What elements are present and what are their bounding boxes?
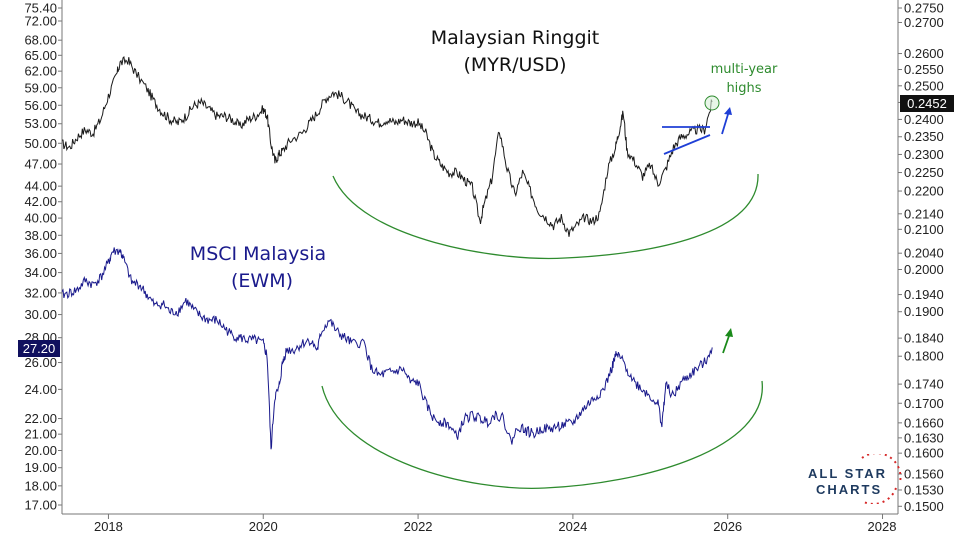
right-tick-label: 0.2500 xyxy=(904,78,944,93)
left-tick-label: 44.00 xyxy=(24,179,57,194)
right-tick-label: 0.2350 xyxy=(904,129,944,144)
left-tick-label: 32.00 xyxy=(24,285,57,300)
right-tick-label: 0.2100 xyxy=(904,222,944,237)
ringgit-title-line2: (MYR/USD) xyxy=(463,54,566,76)
ringgit-up-arrow xyxy=(721,110,730,135)
left-tick-label: 38.00 xyxy=(24,228,57,243)
left-tick-label: 21.00 xyxy=(24,427,57,442)
ewm-title-line1: MSCI Malaysia xyxy=(190,243,326,265)
logo-line2: CHARTS xyxy=(816,482,883,497)
support-trendline xyxy=(663,134,711,155)
ringgit-series-line xyxy=(61,55,713,237)
note-line2: highs xyxy=(726,81,761,96)
right-current-value-box xyxy=(900,95,954,112)
x-tick-label: 2022 xyxy=(404,519,433,534)
left-tick-label: 20.00 xyxy=(24,443,57,458)
right-tick-label: 0.2040 xyxy=(904,246,944,261)
ewm-series-line xyxy=(61,247,713,450)
left-tick-label: 56.00 xyxy=(24,98,57,113)
right-tick-label: 0.1840 xyxy=(904,331,944,346)
left-tick-label: 62.00 xyxy=(24,64,57,79)
note-line1: multi-year xyxy=(711,62,778,77)
x-tick-label: 2026 xyxy=(713,519,742,534)
left-current-value-box xyxy=(18,340,60,357)
left-tick-label: 50.00 xyxy=(24,136,57,151)
all-star-charts-logo: ALL STAR CHARTS xyxy=(808,454,904,504)
right-tick-label: 0.1630 xyxy=(904,430,944,445)
left-tick-label: 18.00 xyxy=(24,478,57,493)
right-tick-label: 0.1800 xyxy=(904,349,944,364)
right-tick-label: 0.1560 xyxy=(904,466,944,481)
ringgit-title-line1: Malaysian Ringgit xyxy=(431,27,599,49)
right-tick-label: 0.1530 xyxy=(904,482,944,497)
left-tick-label: 47.00 xyxy=(24,157,57,172)
left-tick-label: 53.00 xyxy=(24,116,57,131)
left-tick-label: 22.00 xyxy=(24,411,57,426)
left-tick-label: 34.00 xyxy=(24,265,57,280)
right-tick-label: 0.1500 xyxy=(904,499,944,514)
left-tick-label: 68.00 xyxy=(24,33,57,48)
right-tick-label: 0.2550 xyxy=(904,62,944,77)
right-tick-label: 0.1600 xyxy=(904,446,944,461)
x-tick-label: 2018 xyxy=(94,519,123,534)
right-tick-label: 0.2140 xyxy=(904,206,944,221)
left-tick-label: 19.00 xyxy=(24,460,57,475)
right-tick-label: 0.1740 xyxy=(904,377,944,392)
x-tick-label: 2020 xyxy=(249,519,278,534)
right-tick-label: 0.1940 xyxy=(904,287,944,302)
left-tick-label: 17.00 xyxy=(24,498,57,513)
right-tick-label: 0.2750 xyxy=(904,1,944,16)
right-tick-label: 0.2600 xyxy=(904,46,944,61)
left-tick-label: 30.00 xyxy=(24,307,57,322)
left-tick-label: 36.00 xyxy=(24,246,57,261)
logo-star-arc xyxy=(861,454,902,504)
ringgit-rounding-arc xyxy=(332,173,759,260)
ringgit-up-arrow-head xyxy=(724,107,732,115)
ewm-rounding-arc xyxy=(321,380,763,489)
right-current-value-label: 0.2452 xyxy=(907,96,947,111)
right-tick-label: 0.2700 xyxy=(904,15,944,30)
left-tick-label: 65.00 xyxy=(24,48,57,63)
left-tick-label: 40.00 xyxy=(24,211,57,226)
left-tick-label: 26.00 xyxy=(24,355,57,370)
ewm-up-arrow-head xyxy=(725,328,733,337)
logo-line1: ALL STAR xyxy=(808,466,888,481)
right-tick-label: 0.1700 xyxy=(904,396,944,411)
left-tick-label: 75.40 xyxy=(24,1,57,16)
left-tick-label: 72.00 xyxy=(24,14,57,29)
left-tick-label: 42.00 xyxy=(24,194,57,209)
ewm-title-line2: (EWM) xyxy=(231,270,293,292)
highs-circle xyxy=(704,95,720,111)
right-tick-label: 0.1660 xyxy=(904,415,944,430)
left-tick-label: 24.00 xyxy=(24,382,57,397)
x-tick-label: 2028 xyxy=(868,519,897,534)
right-tick-label: 0.2300 xyxy=(904,147,944,162)
left-current-value-label: 27.20 xyxy=(23,341,56,356)
x-tick-label: 2024 xyxy=(558,519,587,534)
right-tick-label: 0.2200 xyxy=(904,184,944,199)
right-tick-label: 0.1900 xyxy=(904,304,944,319)
right-tick-label: 0.2400 xyxy=(904,112,944,127)
right-tick-label: 0.2250 xyxy=(904,165,944,180)
left-tick-label: 59.00 xyxy=(24,80,57,95)
right-tick-label: 0.2000 xyxy=(904,262,944,277)
